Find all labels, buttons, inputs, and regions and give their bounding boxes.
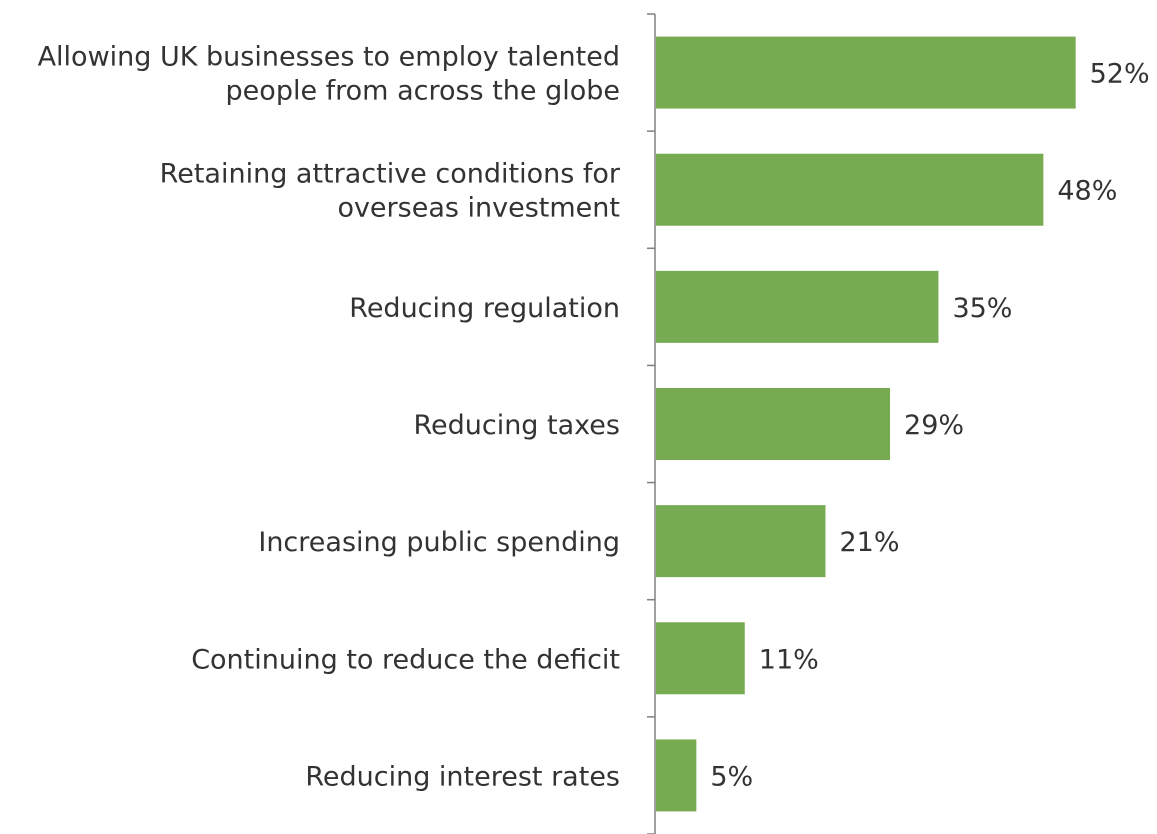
value-label: 29% [904, 410, 964, 441]
value-label: 11% [759, 644, 819, 675]
value-label: 21% [839, 527, 899, 558]
category-label: Reducing interest rates [305, 761, 620, 792]
category-label: Reducing taxes [413, 410, 620, 441]
value-label: 35% [952, 293, 1012, 324]
bar [656, 153, 1044, 226]
value-label: 52% [1090, 59, 1150, 90]
bar [656, 739, 697, 812]
category-label: Reducing regulation [349, 293, 620, 324]
bar [656, 36, 1076, 109]
category-label: Allowing UK businesses to employ talente… [38, 42, 620, 107]
bar [656, 388, 891, 460]
value-label: 48% [1057, 176, 1117, 207]
bar [656, 270, 939, 343]
bar [656, 622, 745, 695]
category-label: Continuing to reduce the deficit [191, 644, 620, 675]
category-label: Retaining attractive conditions for overs… [160, 159, 621, 224]
value-label: 5% [710, 761, 753, 792]
bar [656, 505, 826, 578]
category-label: Increasing public spending [258, 527, 620, 558]
